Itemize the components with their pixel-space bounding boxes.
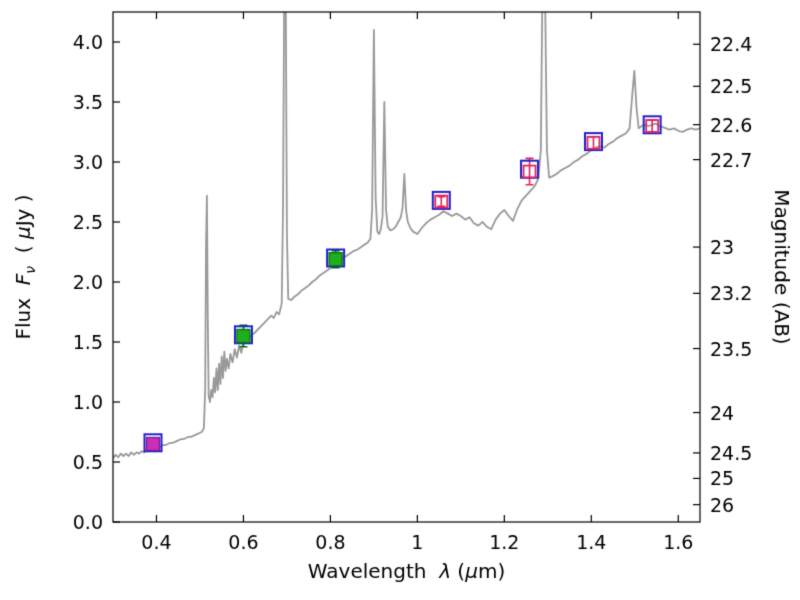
sed-spectrum-chart — [0, 0, 800, 600]
sed-figure — [0, 0, 800, 600]
